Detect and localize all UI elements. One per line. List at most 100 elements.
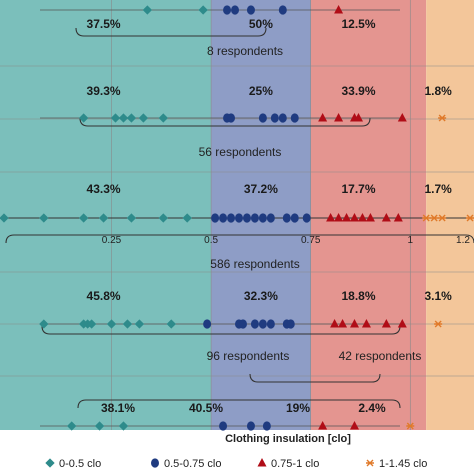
percentage-label: 2.4% (358, 401, 386, 415)
zone-2 (310, 0, 427, 430)
point-circle (278, 5, 287, 15)
point-diamond (78, 213, 89, 223)
percentage-label: 32.3% (244, 289, 278, 303)
percentage-label: 25% (249, 84, 273, 98)
point-triangle (357, 213, 367, 222)
point-circle (211, 213, 220, 223)
point-triangle (326, 213, 336, 222)
bracket-row-3 (5, 234, 474, 244)
point-circle (219, 421, 228, 431)
point-diamond (134, 319, 145, 329)
point-triangle (353, 113, 363, 122)
point-circle (258, 113, 267, 123)
percentage-label: 1.8% (424, 84, 452, 98)
point-asterisk (422, 214, 431, 222)
point-circle (258, 319, 267, 329)
percentage-label: 3.1% (424, 289, 452, 303)
point-asterisk (406, 422, 415, 430)
row-3: 43.3% 37.2% 17.7% 1.7% 586 respondents (0, 182, 474, 271)
x-tick-label: 1 (407, 235, 413, 246)
point-circle (238, 319, 247, 329)
point-triangle (381, 319, 391, 328)
point-triangle (365, 213, 375, 222)
point-diamond (138, 113, 149, 123)
point-triangle (334, 113, 344, 122)
respondents-label: 42 respondents (339, 349, 422, 363)
bracket-row-2 (79, 117, 371, 127)
point-triangle (350, 421, 360, 430)
point-circle (290, 213, 299, 223)
point-circle (278, 113, 287, 123)
percentage-label: 37.2% (244, 182, 278, 196)
x-axis-label: Clothing insulation [clo] (225, 433, 351, 445)
legend-asterisk-icon (366, 459, 374, 467)
row-brackets (5, 27, 474, 409)
percentage-label: 43.3% (87, 182, 121, 196)
point-diamond (98, 213, 109, 223)
percentage-label: 37.5% (87, 17, 121, 31)
point-asterisk (434, 320, 443, 328)
bracket-row-1 (75, 27, 267, 37)
legend-label: 1-1.45 clo (379, 458, 427, 470)
row-5: 38.1% 40.5% 19% 2.4% 42 respondents (40, 349, 421, 431)
bracket-row-5-top (249, 373, 381, 383)
point-triangle (397, 319, 407, 328)
point-circle (262, 421, 271, 431)
percentage-label: 12.5% (341, 17, 375, 31)
legend-item-3: 0.75-1 clo (257, 458, 319, 470)
point-diamond (126, 213, 137, 223)
point-circle (286, 319, 295, 329)
percentage-label: 18.8% (341, 289, 375, 303)
point-circle (258, 213, 267, 223)
point-circle (246, 5, 255, 15)
row-4: 45.8% 32.3% 18.8% 3.1% 96 respondents (39, 289, 452, 363)
point-circle (250, 319, 259, 329)
point-circle (242, 213, 251, 223)
row-2: 39.3% 25% 33.9% 1.8% 56 respondents (40, 84, 452, 159)
x-tick-label: 1.2 (456, 235, 470, 246)
point-diamond (198, 5, 208, 15)
legend-item-1: 0-0.5 clo (45, 458, 101, 470)
point-circle (250, 213, 259, 223)
legend-label: 0.75-1 clo (271, 458, 319, 470)
percentage-label: 17.7% (341, 182, 375, 196)
point-diamond (122, 319, 133, 329)
point-circle (266, 213, 275, 223)
legend-label: 0.5-0.75 clo (164, 458, 221, 470)
point-triangle (318, 421, 328, 430)
point-diamond (118, 113, 129, 123)
point-diamond (142, 5, 153, 15)
respondents-label: 56 respondents (199, 145, 282, 159)
point-asterisk (438, 214, 447, 222)
zone-3 (426, 0, 474, 430)
zone-0 (0, 0, 212, 430)
point-diamond (39, 213, 49, 223)
row-1: 37.5% 50% 12.5% 8 respondents (40, 5, 400, 58)
point-circle (290, 113, 299, 123)
point-triangle (334, 213, 344, 222)
point-circle (282, 213, 291, 223)
legend-triangle-icon (257, 458, 267, 467)
respondents-label: 96 respondents (207, 349, 290, 363)
point-triangle (350, 319, 360, 328)
respondents-label: 586 respondents (210, 257, 299, 271)
percentage-label: 38.1% (101, 401, 135, 415)
point-triangle (397, 113, 407, 122)
point-diamond (110, 113, 121, 123)
legend-item-4: 1-1.45 clo (366, 458, 427, 470)
point-triangle (393, 213, 403, 222)
point-circle (302, 213, 311, 223)
point-circle (227, 213, 236, 223)
point-triangle (338, 319, 348, 328)
legend-label: 0-0.5 clo (59, 458, 101, 470)
legend: 0-0.5 clo 0.5-0.75 clo 0.75-1 clo 1-1.45 cl… (45, 458, 427, 470)
point-triangle (334, 5, 344, 14)
point-asterisk (466, 214, 474, 222)
respondents-label: 8 respondents (207, 44, 283, 58)
point-circle (219, 213, 228, 223)
percentage-label: 39.3% (87, 84, 121, 98)
percentage-label: 19% (286, 401, 310, 415)
point-circle (266, 319, 275, 329)
point-triangle (381, 213, 391, 222)
